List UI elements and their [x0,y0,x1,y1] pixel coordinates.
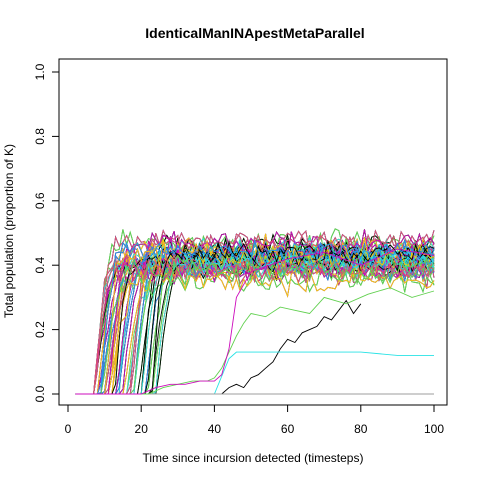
y-tick-label: 1.0 [33,63,47,80]
series-line [75,237,435,395]
y-tick-label: 0.4 [33,257,47,274]
y-axis-label: Total population (proportion of K) [2,144,16,318]
series-line [75,250,435,395]
y-tick-label: 0.6 [33,192,47,209]
x-tick-label: 40 [208,422,222,436]
series-line-highlighted [75,287,435,395]
series-line [75,256,435,395]
y-tick-label: 0.0 [33,385,47,402]
x-tick-label: 80 [354,422,368,436]
series-line-highlighted [75,351,434,395]
x-tick-label: 100 [424,422,444,436]
plot-frame [58,58,448,406]
y-tick-label: 0.8 [33,128,47,145]
series-line-highlighted [75,299,362,395]
y-axis: 0.0 0.2 0.4 0.6 0.8 1.0 [33,63,60,402]
chart-title: IdenticalManINApestMetaParallel [145,25,364,41]
series-line [75,250,435,395]
x-axis: 0 20 40 60 80 100 [65,404,444,436]
series-line [75,239,435,395]
x-axis-label: Time since incursion detected (timesteps… [143,451,364,465]
series-line [75,229,435,395]
series-line [75,239,435,395]
x-tick-label: 60 [281,422,295,436]
y-tick-label: 0.2 [33,321,47,338]
series-group [75,228,435,395]
series-line [75,251,435,395]
x-tick-label: 20 [135,422,149,436]
x-tick-label: 0 [65,422,72,436]
series-line-highlighted [75,248,435,395]
